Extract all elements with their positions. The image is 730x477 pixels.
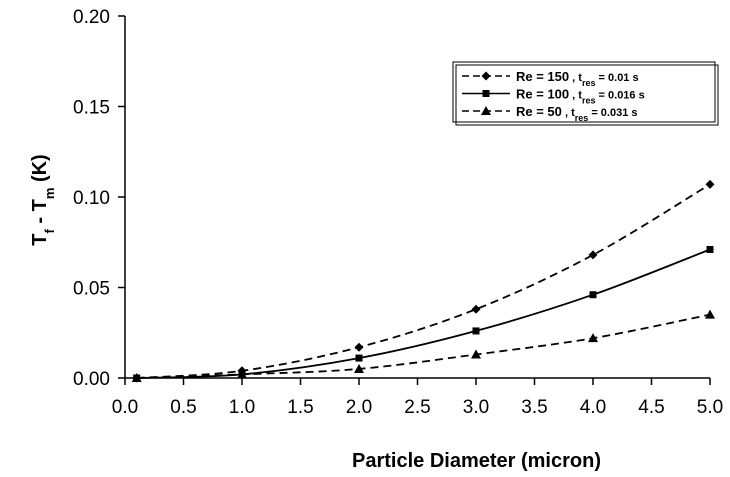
y-axis-title-var-a: T (29, 234, 51, 246)
x-axis-title: Particle Diameter (micron) (352, 450, 601, 472)
legend-item-re100: Re = 100 , tres = 0.016 s (462, 87, 645, 106)
legend-label-sub: res (582, 96, 596, 106)
legend-item-re50: Re = 50 , tres = 0.031 s (462, 104, 638, 123)
y-axis-title-sub-b: m (42, 188, 57, 200)
legend-label: Re = 50 , tres = 0.031 s (516, 104, 638, 123)
legend-label-sub: res (575, 113, 589, 123)
series-line-re100 (136, 248, 711, 379)
data-point-re50 (705, 309, 715, 319)
legend-label-sep: , t (569, 90, 582, 102)
y-tick-label: 0.05 (73, 279, 110, 300)
legend-label-main: Re = 50 (516, 104, 562, 119)
data-point-re150 (705, 179, 715, 189)
legend-box (452, 61, 716, 123)
legend: Re = 150 , tres = 0.01 sRe = 100 , tres … (452, 61, 719, 126)
legend-label: Re = 100 , tres = 0.016 s (516, 87, 645, 106)
x-ticks: 0.0 0.5 1.0 1.5 2.0 2.5 3.0 3.5 4.0 4.5 5.0 (112, 378, 723, 418)
legend-label-sep: , t (569, 72, 582, 84)
x-tick-label: 2.5 (404, 397, 430, 418)
data-point-re100 (589, 291, 597, 299)
legend-label-main: Re = 100 (516, 87, 569, 102)
legend-item-re150: Re = 150 , tres = 0.01 s (462, 69, 639, 88)
legend-swatch-marker (482, 90, 490, 97)
y-axis-title-sub-a: f (42, 229, 57, 234)
y-axis-title: Tf - Tm (K) (29, 154, 57, 245)
y-ticks: 0.00 0.05 0.10 0.15 0.20 (73, 7, 125, 390)
legend-swatch-marker (481, 71, 491, 81)
y-tick-label: 0.15 (73, 98, 110, 119)
y-tick-label: 0.10 (73, 188, 110, 209)
data-point-re100 (472, 327, 480, 335)
y-axis-title-unit: (K) (29, 154, 51, 187)
x-tick-label: 4.0 (580, 397, 606, 418)
legend-shadow (455, 64, 719, 126)
data-point-re50 (131, 373, 142, 382)
data-point-re100 (355, 354, 363, 362)
series-line-re150 (136, 183, 711, 379)
legend-label-val: = 0.016 s (595, 90, 644, 102)
y-tick-label: 0.00 (73, 369, 110, 390)
series-line-re50 (136, 313, 711, 379)
legend-label-sep: , t (562, 107, 575, 119)
legend-label-sub: res (582, 78, 596, 88)
data-point-re50 (588, 333, 598, 343)
data-point-re50 (354, 363, 364, 373)
legend-label: Re = 150 , tres = 0.01 s (516, 69, 639, 88)
data-point-re150 (588, 250, 598, 260)
x-tick-label: 3.0 (463, 397, 489, 418)
y-axis-title-mid: - T (29, 199, 51, 229)
x-tick-label: 1.5 (287, 397, 313, 418)
y-tick-label: 0.20 (73, 7, 110, 28)
data-point-re150 (354, 342, 364, 352)
x-tick-label: 5.0 (697, 397, 723, 418)
data-point-re150 (471, 304, 481, 314)
series-re50 (131, 309, 715, 382)
data-point-re100 (706, 245, 714, 253)
x-tick-label: 4.5 (638, 397, 664, 418)
legend-label-main: Re = 150 (516, 69, 569, 84)
x-tick-label: 0.5 (170, 397, 196, 418)
legend-label-val: = 0.01 s (595, 72, 638, 84)
data-point-re50 (471, 349, 481, 359)
x-tick-label: 0.0 (112, 397, 138, 418)
legend-swatch-marker (481, 106, 491, 115)
series-layer (131, 179, 715, 383)
x-tick-label: 2.0 (346, 397, 372, 418)
x-tick-label: 3.5 (521, 397, 547, 418)
legend-label-val: = 0.031 s (588, 107, 637, 119)
data-point-re50 (237, 369, 247, 379)
x-tick-label: 1.0 (229, 397, 255, 418)
